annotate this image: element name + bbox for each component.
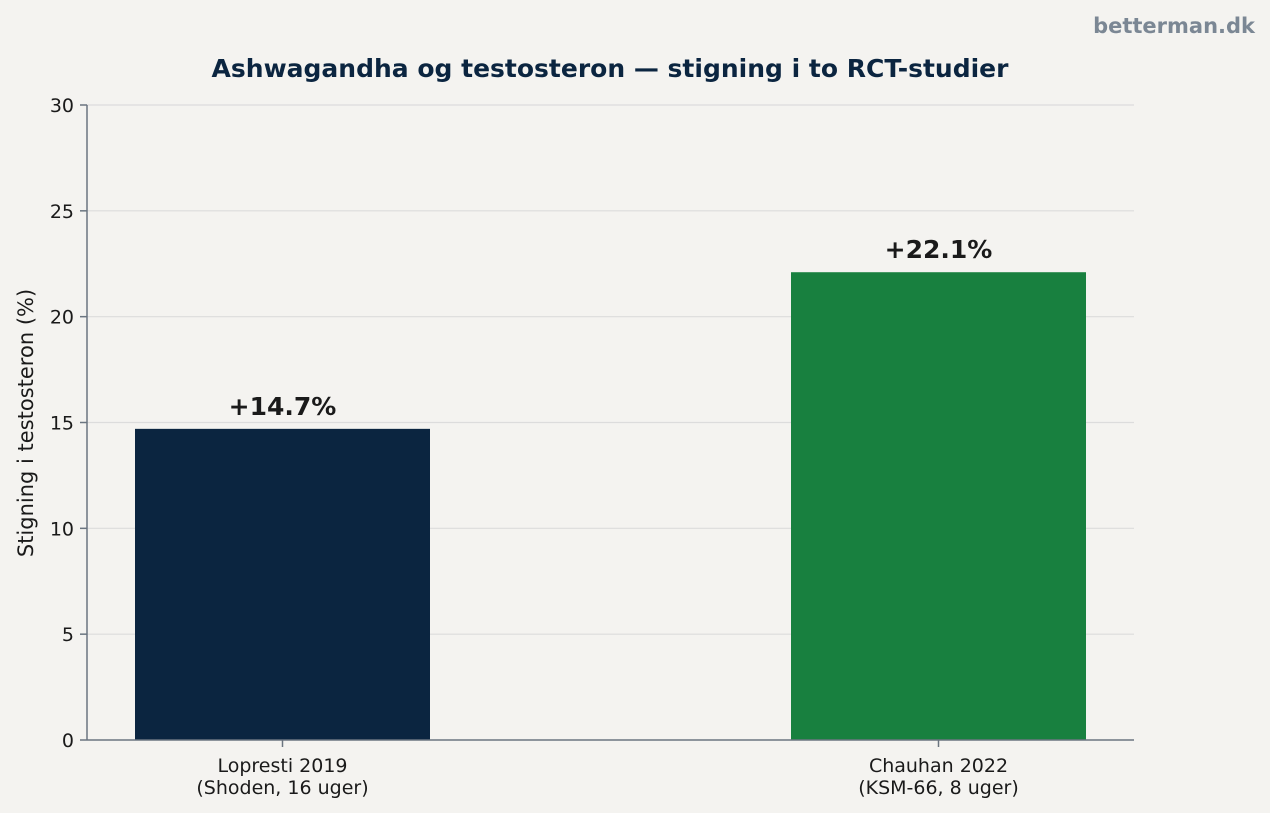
bars — [135, 272, 1086, 740]
x-tick-label-line: (KSM-66, 8 uger) — [858, 777, 1019, 799]
labels: 0 5 10 15 20 25 30 +14.7% Lopresti 2019 (Shoden, … — [50, 95, 1019, 799]
x-tick-label: Lopresti 2019 (Shoden, 16 uger) — [196, 755, 368, 799]
x-tick-label: Chauhan 2022 (KSM-66, 8 uger) — [858, 755, 1019, 799]
y-tick-label: 15 — [50, 413, 74, 435]
y-tick-label: 20 — [50, 307, 74, 329]
bar — [135, 428, 430, 740]
y-tick-label: 30 — [50, 95, 74, 117]
y-tick-label: 10 — [50, 518, 74, 540]
x-tick-label-line: Chauhan 2022 — [869, 755, 1008, 777]
x-tick-label-line: Lopresti 2019 — [217, 755, 347, 777]
bar — [791, 272, 1086, 740]
y-axis-label: Stigning i testosteron (%) — [14, 289, 38, 557]
x-tick-label-line: (Shoden, 16 uger) — [196, 777, 368, 799]
axes — [80, 104, 1134, 747]
chart-title: Ashwagandha og testosteron — stigning i … — [212, 54, 1010, 83]
y-tick-label: 0 — [62, 730, 74, 752]
watermark: betterman.dk — [1093, 14, 1256, 38]
y-tick-label: 5 — [62, 624, 74, 646]
data-label: +14.7% — [229, 392, 337, 421]
y-tick-label: 25 — [50, 201, 74, 223]
data-label: +22.1% — [885, 235, 993, 264]
